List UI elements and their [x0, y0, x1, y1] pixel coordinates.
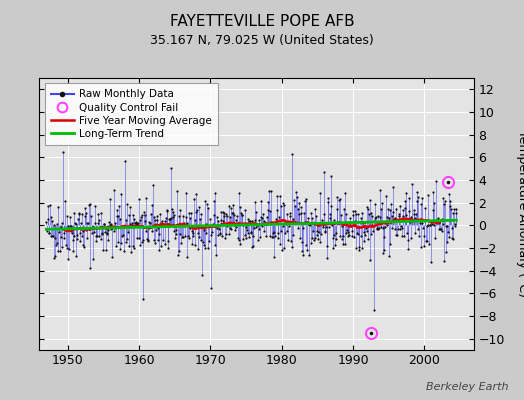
Legend: Raw Monthly Data, Quality Control Fail, Five Year Moving Average, Long-Term Tren: Raw Monthly Data, Quality Control Fail, …	[45, 83, 218, 145]
Text: FAYETTEVILLE POPE AFB: FAYETTEVILLE POPE AFB	[170, 14, 354, 29]
Text: Berkeley Earth: Berkeley Earth	[426, 382, 508, 392]
Y-axis label: Temperature Anomaly (°C): Temperature Anomaly (°C)	[516, 130, 524, 298]
Text: 35.167 N, 79.025 W (United States): 35.167 N, 79.025 W (United States)	[150, 34, 374, 47]
